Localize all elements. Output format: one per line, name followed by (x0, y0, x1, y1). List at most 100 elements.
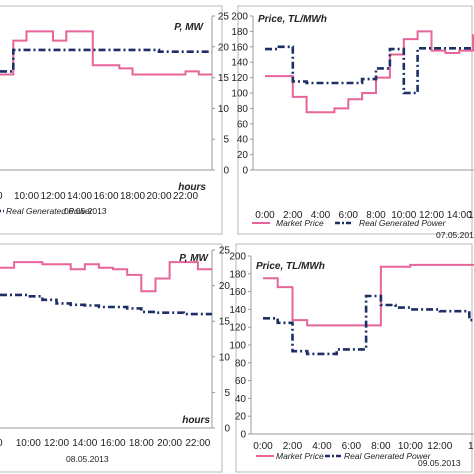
x-tick-label: 6:00 (342, 441, 362, 452)
x-tick-label: 12:00 (419, 210, 444, 221)
y-tick-label: 20 (235, 412, 247, 423)
y-tick-label: 200 (231, 12, 248, 23)
y-tick-label: 100 (231, 89, 248, 100)
y-tick-label: 80 (237, 104, 249, 115)
chart-panel-3: 0 5 10 15 20 25 10:00 12:00 14:00 16:00 18:00 20:00… (0, 243, 231, 473)
x-tick-label: 10:00 (398, 441, 423, 452)
y-tick-label: 60 (235, 376, 247, 387)
series-real-power-line (0, 293, 212, 316)
x-axis-label: hours (178, 182, 206, 193)
x-tick-label: 12:00 (427, 441, 452, 452)
x-tick-label: 12:00 (44, 438, 69, 449)
panel-date: 08.05.2013 (66, 454, 109, 464)
y-tick-label: 180 (229, 269, 246, 280)
x-axis-label: hours (182, 415, 210, 426)
y-tick-label: 120 (231, 73, 248, 84)
x-tick-label-partial: 16:00 (468, 210, 474, 221)
x-tick-label: 20:00 (157, 438, 182, 449)
x-tick-label-partial: 1 (468, 441, 474, 452)
y-tick-label: 60 (237, 119, 249, 130)
y-tick-label: 120 (229, 323, 246, 334)
y-tick-label: 20 (219, 281, 231, 292)
series-real-power-line (263, 294, 474, 356)
legend-label: Real Generated Power (344, 451, 432, 461)
panel-date: 09.05.2013 (418, 458, 461, 468)
x-tick-label-partial: 0 (0, 438, 3, 449)
series-real-power-line (0, 48, 212, 73)
y-tick-label: 160 (229, 287, 246, 298)
x-tick-label: 16:00 (101, 438, 126, 449)
x-tick-label: 22:00 (185, 438, 210, 449)
series-market-price-line (0, 261, 212, 293)
unit-label: P, MW (179, 253, 209, 264)
x-tick-label: 10:00 (391, 210, 416, 221)
y-tick-label: 0 (240, 430, 246, 441)
y-tick-label: 80 (235, 358, 247, 369)
y-tick-label: 100 (229, 341, 246, 352)
x-tick-label: 10:00 (16, 438, 41, 449)
x-tick-label: 0:00 (255, 210, 275, 221)
x-tick-label-partial: 0 (0, 191, 3, 202)
y-tick-label: 20 (237, 150, 249, 161)
legend-label: Market Price (276, 451, 324, 461)
y-tick-label: 25 (218, 12, 230, 23)
legend-label: Market Price (276, 218, 324, 228)
x-tick-label: 0:00 (253, 441, 273, 452)
panel-frame (237, 5, 473, 235)
y-tick-label: 10 (219, 352, 231, 363)
panel-frame (0, 243, 223, 473)
series-group (0, 261, 212, 316)
chart-panel-2: 0 20 40 60 80 100 120 140 160 180 200 0:00 2:00 4:00 6… (231, 5, 474, 240)
y-tick-label: 140 (231, 58, 248, 69)
x-tick-label: 14:00 (447, 210, 472, 221)
y-tick-label: 180 (231, 27, 248, 38)
y-tick-label: 40 (237, 135, 249, 146)
unit-label: Price, TL/MWh (258, 14, 327, 25)
legend-label: Real Generated Power (359, 218, 447, 228)
x-tick-label: 4:00 (312, 441, 332, 452)
y-tick-label: 0 (223, 166, 229, 177)
x-tick-label: 18:00 (120, 191, 145, 202)
series-group (263, 263, 474, 356)
x-tick-label: 6:00 (339, 210, 359, 221)
series-group (265, 30, 474, 114)
unit-label: Price, TL/MWh (256, 261, 325, 272)
x-tick-label: 4:00 (311, 210, 331, 221)
y-tick-label: 200 (229, 252, 246, 263)
x-tick-label: 8:00 (371, 441, 391, 452)
series-real-power-line (265, 45, 474, 95)
y-tick-label: 15 (219, 317, 231, 328)
series-market-price-line (0, 30, 212, 76)
y-tick-label: 10 (218, 104, 230, 115)
y-tick-label: 40 (235, 394, 247, 405)
x-tick-label: 2:00 (283, 210, 303, 221)
x-tick-label: 12:00 (40, 191, 65, 202)
x-tick-label: 16:00 (93, 191, 118, 202)
x-tick-label: 18:00 (129, 438, 154, 449)
legend-label: Real Generated Power (6, 206, 94, 216)
x-tick-label: 2:00 (283, 441, 303, 452)
y-tick-label: 5 (223, 135, 229, 146)
y-tick-label: 20 (218, 42, 230, 53)
y-tick-label: 0 (242, 166, 248, 177)
x-tick-label: 20:00 (146, 191, 171, 202)
panel-frame (0, 5, 223, 235)
series-group (0, 30, 212, 76)
unit-label: P, MW (174, 22, 204, 33)
panel-frame (235, 243, 473, 473)
x-tick-label: 10:00 (14, 191, 39, 202)
series-market-price-line (263, 263, 474, 327)
x-tick-label: 14:00 (72, 438, 97, 449)
panel-date: 07.05.2013 (436, 230, 474, 240)
y-tick-label: 15 (218, 73, 230, 84)
x-tick-label: 14:00 (67, 191, 92, 202)
y-tick-label: 5 (224, 388, 230, 399)
panel-date: 06.05.2013 (64, 206, 107, 216)
y-tick-label: 25 (219, 246, 231, 257)
y-tick-label: 140 (229, 305, 246, 316)
series-market-price-line (265, 30, 474, 114)
x-tick-label: 22:00 (173, 191, 198, 202)
x-tick-label: 8:00 (366, 210, 386, 221)
chart-panel-1: 0 5 10 15 20 25 10:00 12:00 14:00 16:00 18:00 20:00… (0, 5, 230, 235)
